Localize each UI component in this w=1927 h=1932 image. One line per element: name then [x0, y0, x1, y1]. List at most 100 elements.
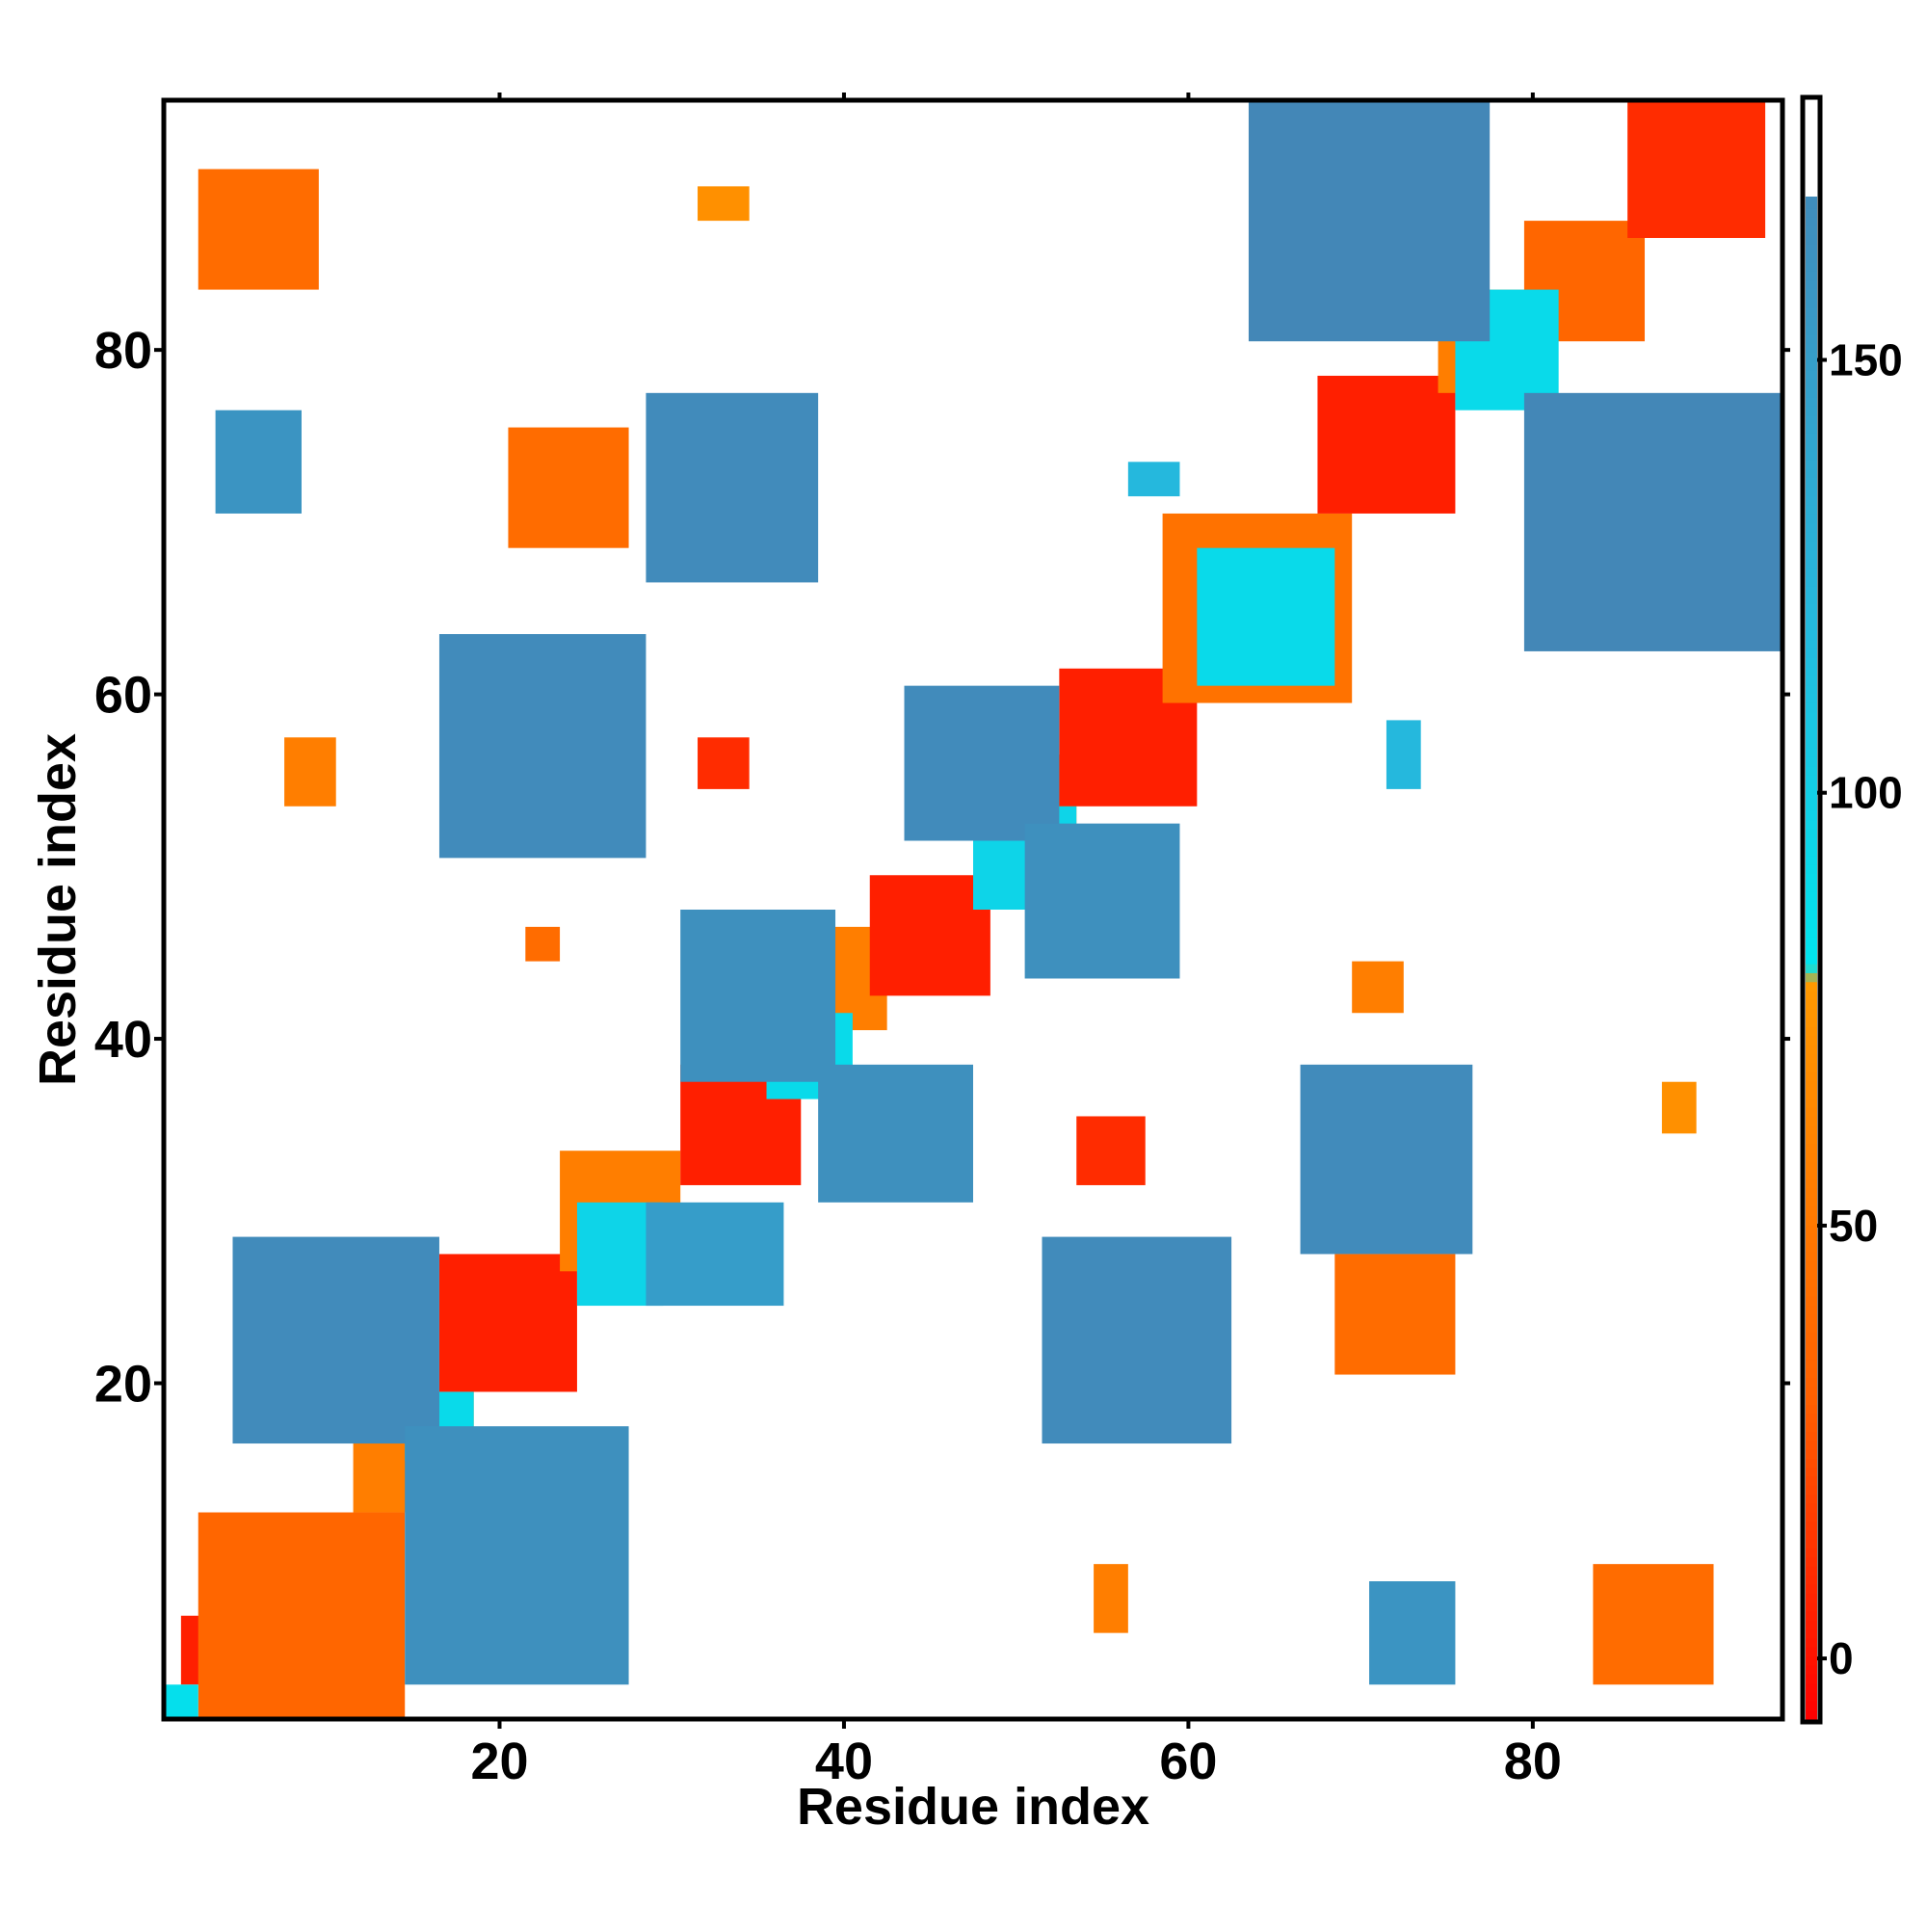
x-tick-label: 40 — [815, 1733, 873, 1790]
colorbar-band — [1806, 370, 1817, 380]
colorbar-band — [1806, 927, 1817, 938]
colorbar-band — [1806, 414, 1817, 425]
colorbar-band — [1806, 1557, 1817, 1567]
colorbar-band — [1806, 684, 1817, 695]
colorbar-band — [1806, 1692, 1817, 1702]
colorbar-band — [1806, 873, 1817, 884]
colorbar-band — [1806, 900, 1817, 911]
colorbar-band — [1806, 1611, 1817, 1621]
colorbar-band — [1806, 289, 1817, 299]
heatmap-cell — [164, 1684, 198, 1719]
colorbar-band — [1806, 316, 1817, 326]
y-axis-label: Residue index — [29, 733, 87, 1086]
colorbar-band — [1806, 1080, 1817, 1091]
colorbar-band — [1806, 522, 1817, 533]
colorbar-band — [1806, 1584, 1817, 1594]
heatmap-cell — [1094, 1564, 1128, 1633]
colorbar-band — [1806, 1305, 1817, 1315]
colorbar-band — [1806, 532, 1817, 542]
colorbar-band — [1806, 1566, 1817, 1576]
colorbar-band — [1806, 775, 1817, 784]
colorbar-band — [1806, 198, 1817, 209]
colorbar-band — [1806, 1179, 1817, 1189]
colorbar-band — [1806, 559, 1817, 569]
colorbar-band — [1806, 657, 1817, 668]
colorbar-band — [1806, 721, 1817, 730]
colorbar-band — [1806, 1539, 1817, 1549]
colorbar-band — [1806, 325, 1817, 335]
heatmap-cell — [525, 926, 561, 962]
colorbar-band — [1806, 514, 1817, 524]
y-axis-ticks: 20 40 60 80 — [94, 322, 1790, 1413]
colorbar-band — [1806, 424, 1817, 434]
colorbar-band — [1806, 595, 1817, 605]
colorbar-band — [1806, 1251, 1817, 1261]
colorbar-band — [1806, 1674, 1817, 1684]
plot-frame — [161, 97, 1785, 1722]
heatmap-cell — [232, 1236, 439, 1444]
heatmap-cell — [508, 427, 629, 548]
colorbar-band — [1806, 829, 1817, 838]
heatmap-cell — [198, 1512, 406, 1719]
colorbar-band — [1806, 945, 1817, 956]
colorbar-band — [1806, 1314, 1817, 1324]
heatmap-cell — [1386, 720, 1421, 789]
colorbar-band — [1806, 505, 1817, 515]
colorbar-band — [1806, 352, 1817, 362]
colorbar-band — [1806, 972, 1817, 983]
colorbar-band — [1806, 586, 1817, 595]
colorbar-band — [1806, 1350, 1817, 1361]
colorbar-band — [1806, 306, 1817, 317]
colorbar-band — [1806, 738, 1817, 749]
heatmap-cell — [1317, 375, 1456, 514]
heatmap-cell — [1369, 1581, 1456, 1685]
colorbar-band — [1806, 1098, 1817, 1108]
colorbar-band — [1806, 460, 1817, 470]
colorbar-band — [1806, 1197, 1817, 1207]
colorbar-band — [1806, 468, 1817, 479]
colorbar-band — [1806, 918, 1817, 929]
colorbar-band — [1806, 1709, 1817, 1720]
heatmap-cell — [284, 737, 336, 807]
colorbar-frame — [1800, 94, 1823, 1725]
colorbar-band — [1806, 603, 1817, 614]
heatmap-cell — [904, 685, 1060, 841]
colorbar-band — [1806, 991, 1817, 1000]
heatmap-cell — [1593, 1564, 1714, 1685]
colorbar-band — [1806, 279, 1817, 290]
colorbar-band — [1806, 1530, 1817, 1540]
colorbar-band — [1806, 1485, 1817, 1495]
heatmap-cell — [1197, 547, 1335, 686]
colorbar-band — [1806, 1512, 1817, 1522]
colorbar-band — [1806, 541, 1817, 551]
heatmap-cell — [438, 634, 647, 859]
colorbar: 0 50 100 150 — [1800, 94, 1903, 1725]
colorbar-band — [1806, 1386, 1817, 1396]
colorbar-band — [1806, 864, 1817, 875]
colorbar-band — [1806, 837, 1817, 848]
colorbar-band — [1806, 748, 1817, 757]
heatmap-cell — [1334, 1254, 1456, 1375]
heatmap-cell — [646, 1202, 784, 1307]
colorbar-band — [1806, 1018, 1817, 1027]
colorbar-band — [1806, 1368, 1817, 1378]
colorbar-band — [1806, 208, 1817, 218]
colorbar-band — [1806, 1134, 1817, 1145]
colorbar-band — [1806, 1072, 1817, 1081]
colorbar-cap — [1806, 100, 1817, 197]
heatmap-cell — [1300, 1064, 1473, 1255]
colorbar-band — [1806, 1161, 1817, 1172]
colorbar-band — [1806, 667, 1817, 676]
colorbar-band — [1806, 343, 1817, 353]
colorbar-band — [1806, 1278, 1817, 1288]
colorbar-band — [1806, 1035, 1817, 1045]
colorbar-band — [1806, 1422, 1817, 1432]
colorbar-band — [1806, 1458, 1817, 1469]
colorbar-band — [1806, 217, 1817, 227]
colorbar-band — [1806, 1116, 1817, 1126]
x-tick-label: 80 — [1504, 1733, 1562, 1790]
colorbar-band — [1806, 1467, 1817, 1477]
colorbar-band — [1806, 792, 1817, 803]
colorbar-band — [1806, 235, 1817, 245]
